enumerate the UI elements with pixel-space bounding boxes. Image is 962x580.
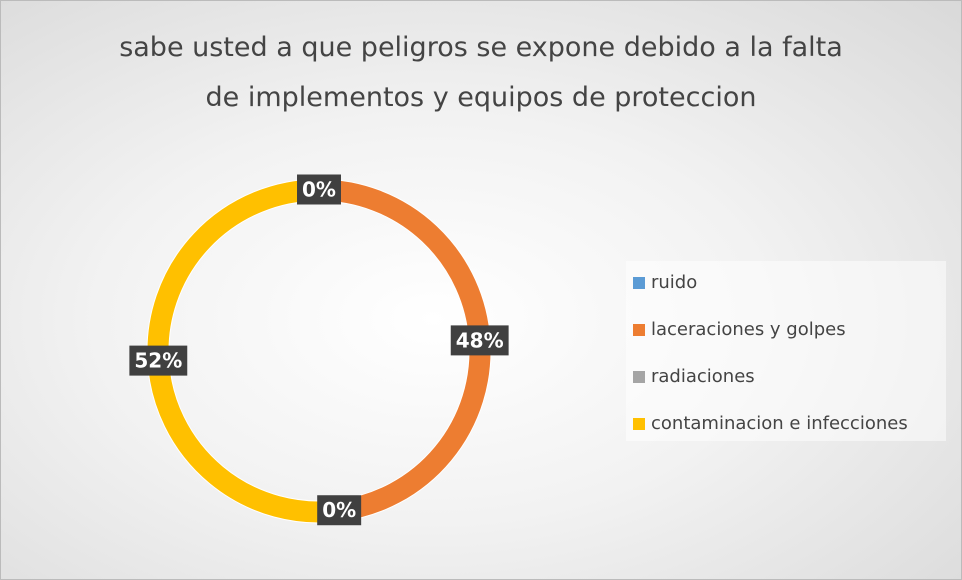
legend-label: radiaciones [651, 366, 755, 387]
data-label-box [317, 495, 362, 526]
legend-swatch [633, 324, 645, 336]
data-label-box [297, 174, 341, 205]
data-label-box [129, 345, 188, 376]
legend-swatch [633, 418, 645, 430]
data-label-box [450, 325, 509, 356]
data-label: 0% [302, 178, 336, 202]
legend-box [626, 261, 946, 441]
legend-label: ruido [651, 272, 697, 293]
data-label: 52% [134, 349, 182, 373]
chart-title: sabe usted a que peligros se expone debi… [119, 32, 843, 113]
legend-swatch [633, 277, 645, 289]
legend-label: laceraciones y golpes [651, 319, 846, 340]
legend-label: contaminacion e infecciones [651, 413, 908, 434]
legend-swatch [633, 371, 645, 383]
data-label: 48% [456, 328, 504, 352]
data-label: 0% [322, 498, 356, 522]
